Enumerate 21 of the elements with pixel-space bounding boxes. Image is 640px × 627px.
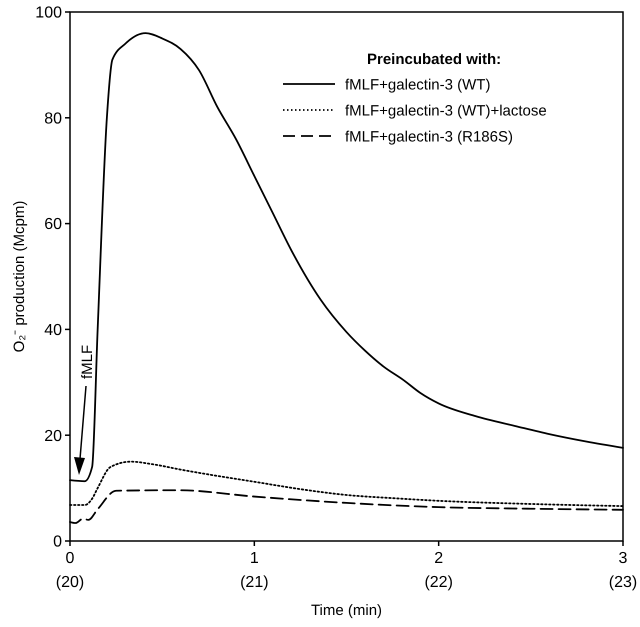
legend-label: fMLF+galectin-3 (WT)+lactose xyxy=(345,102,547,120)
y-tick-label: 0 xyxy=(53,534,62,551)
legend-label: fMLF+galectin-3 (WT) xyxy=(345,76,490,94)
x-tick-label: 0 xyxy=(66,550,75,567)
x-tick-label: 2 xyxy=(434,550,444,567)
legend-title: Preincubated with: xyxy=(367,51,502,68)
y-tick-label: 60 xyxy=(44,216,62,234)
x2-tick-label: (20) xyxy=(56,574,84,591)
y-axis-title: O₂⁻ production (Mcpm) xyxy=(11,200,28,352)
x2-tick-label: (23) xyxy=(608,574,638,591)
y-tick-label: 100 xyxy=(35,4,62,22)
x-tick-label: 3 xyxy=(618,550,628,567)
y-tick-label: 80 xyxy=(44,110,62,128)
x2-tick-label: (21) xyxy=(240,574,269,591)
legend-label: fMLF+galectin-3 (R186S) xyxy=(345,128,513,146)
y-tick-label: 40 xyxy=(44,322,62,339)
y-tick-label: 20 xyxy=(44,428,62,445)
x-tick-label: 1 xyxy=(250,550,259,567)
annotation: fMLF xyxy=(79,344,96,379)
x-axis-title: Time (min) xyxy=(310,602,382,619)
x2-tick-label: (22) xyxy=(424,574,453,591)
